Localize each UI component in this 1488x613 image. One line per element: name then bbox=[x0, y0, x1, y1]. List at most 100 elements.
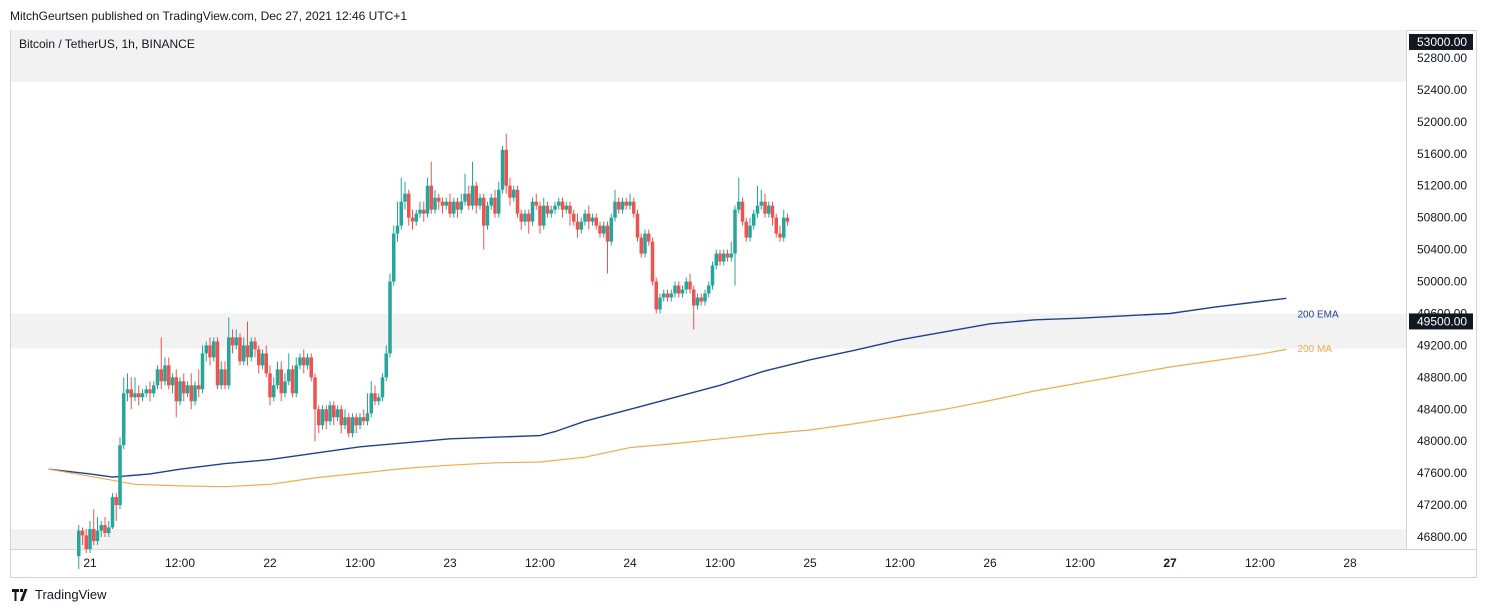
candle bbox=[512, 185, 516, 202]
candle bbox=[215, 337, 220, 390]
candle bbox=[313, 373, 317, 442]
candle bbox=[384, 345, 388, 382]
candle bbox=[624, 197, 628, 210]
price-zone bbox=[11, 30, 1406, 82]
candle bbox=[470, 161, 475, 210]
candle bbox=[80, 527, 85, 546]
candle bbox=[264, 345, 268, 378]
candle bbox=[118, 437, 122, 510]
candle bbox=[680, 285, 685, 298]
candle bbox=[369, 381, 373, 418]
candle bbox=[662, 289, 666, 302]
candle bbox=[395, 201, 400, 242]
price-tick-label: 52800.00 bbox=[1417, 51, 1467, 65]
time-tick-label: 24 bbox=[623, 556, 637, 570]
price-marker bbox=[1409, 313, 1473, 330]
candle bbox=[242, 337, 246, 366]
time-tick-label: 28 bbox=[1343, 556, 1357, 570]
candle bbox=[133, 377, 137, 402]
candle bbox=[122, 377, 126, 450]
footer[interactable]: TradingView bbox=[12, 587, 107, 602]
candle bbox=[178, 377, 182, 406]
candle bbox=[785, 213, 790, 226]
candle bbox=[107, 521, 111, 538]
candle bbox=[155, 365, 160, 390]
candle bbox=[362, 409, 366, 426]
candle bbox=[602, 221, 606, 238]
candle bbox=[380, 373, 385, 402]
price-tick-label: 52400.00 bbox=[1417, 83, 1467, 97]
candle bbox=[654, 277, 658, 314]
price-axis[interactable]: 52800.00 52400.00 52000.00 51600.00 51200.00… bbox=[1409, 33, 1473, 544]
candle bbox=[703, 289, 707, 306]
candle bbox=[290, 365, 295, 398]
candle bbox=[613, 189, 617, 222]
candle bbox=[410, 209, 415, 230]
candle bbox=[463, 173, 467, 206]
candle bbox=[144, 385, 148, 398]
time-tick-label: 22 bbox=[263, 556, 277, 570]
candle bbox=[455, 197, 460, 218]
candle bbox=[208, 337, 212, 366]
candle bbox=[560, 197, 565, 218]
candle bbox=[403, 181, 407, 210]
candle bbox=[358, 413, 362, 430]
price-tick-label: 47200.00 bbox=[1417, 498, 1467, 512]
candle bbox=[414, 209, 418, 226]
price-zones bbox=[11, 30, 1406, 549]
candle bbox=[459, 193, 463, 214]
candle bbox=[568, 201, 572, 226]
candle bbox=[564, 201, 568, 214]
candle bbox=[515, 185, 520, 218]
candle bbox=[643, 229, 647, 258]
candle bbox=[275, 361, 280, 390]
price-zone bbox=[11, 313, 1406, 349]
candle bbox=[257, 345, 261, 374]
candle bbox=[148, 381, 152, 402]
candle bbox=[238, 333, 242, 366]
price-tick-label: 47600.00 bbox=[1417, 466, 1467, 480]
candle bbox=[744, 217, 748, 242]
candle bbox=[452, 197, 456, 218]
publisher-line: MitchGeurtsen published on TradingView.c… bbox=[10, 9, 408, 23]
price-tick-label: 50800.00 bbox=[1417, 211, 1467, 225]
candle bbox=[309, 353, 313, 382]
candle bbox=[673, 281, 677, 298]
candle bbox=[167, 357, 171, 390]
candle bbox=[549, 205, 553, 218]
candle bbox=[699, 293, 703, 306]
tradingview-logo-icon bbox=[12, 588, 28, 601]
candle bbox=[182, 373, 186, 402]
time-tick-label: 12:00 bbox=[1245, 556, 1275, 570]
candle bbox=[260, 349, 265, 370]
candle bbox=[767, 201, 771, 218]
price-tick-label: 52000.00 bbox=[1417, 115, 1467, 129]
indicator-lines bbox=[48, 297, 1287, 488]
candle bbox=[253, 337, 257, 358]
candle bbox=[354, 413, 358, 434]
candle bbox=[778, 225, 782, 242]
time-axis[interactable]: 21 12:00 22 12:00 23 12:00 24 12:00 25 12:00 26 12:… bbox=[83, 556, 1357, 570]
candle bbox=[598, 221, 602, 238]
candle bbox=[287, 353, 291, 386]
candle bbox=[294, 357, 298, 398]
candle bbox=[740, 197, 745, 226]
candle bbox=[632, 197, 636, 218]
candle bbox=[669, 289, 673, 302]
candle bbox=[519, 209, 523, 230]
ma-200-line bbox=[48, 348, 1287, 488]
candle bbox=[249, 337, 253, 362]
candle bbox=[272, 377, 276, 402]
candle bbox=[557, 197, 561, 210]
candle bbox=[110, 493, 115, 530]
ma-200-label: 200 MA bbox=[1298, 344, 1333, 355]
candle bbox=[759, 189, 763, 210]
candle bbox=[84, 529, 88, 553]
price-tick-label: 50000.00 bbox=[1417, 275, 1467, 289]
time-tick-label: 25 bbox=[803, 556, 817, 570]
candle bbox=[553, 201, 557, 214]
time-tick-label: 12:00 bbox=[345, 556, 375, 570]
candle bbox=[422, 201, 426, 222]
candle bbox=[230, 329, 235, 354]
